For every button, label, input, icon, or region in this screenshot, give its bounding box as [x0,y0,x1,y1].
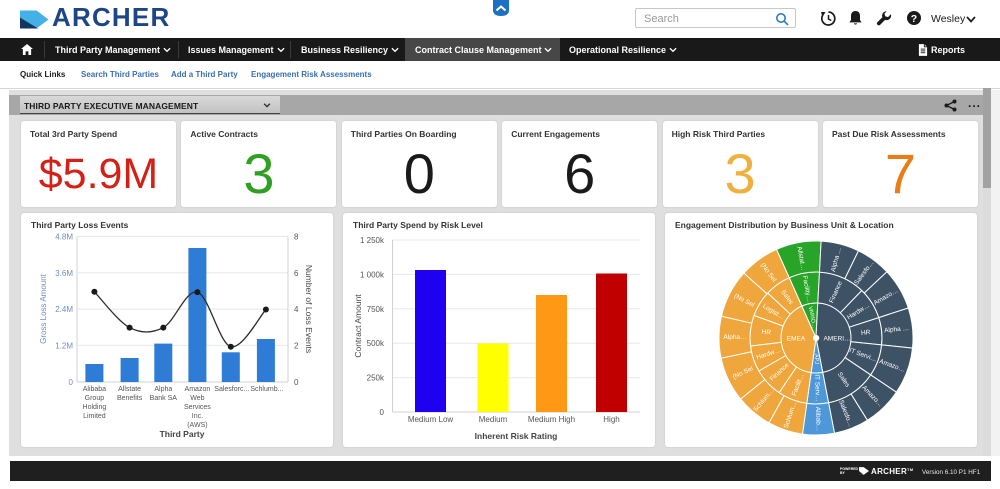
svg-text:IT Serv…: IT Serv… [813,374,821,402]
svg-text:Holding: Holding [83,404,107,411]
svg-text:0: 0 [294,378,299,387]
svg-text:Facility…: Facility… [801,275,813,303]
svg-text:Alibaba: Alibaba [83,386,106,393]
svg-text:Bank SA: Bank SA [150,395,178,402]
svg-text:HR: HR [761,329,771,337]
svg-text:2.4M: 2.4M [55,305,73,314]
svg-text:1.2M: 1.2M [55,341,73,350]
svg-text:Allstat…: Allstat… [795,246,806,271]
svg-text:APJ: APJ [813,354,819,364]
svg-text:Schlumb...: Schlumb... [250,386,283,393]
svg-text:Web: Web [190,395,204,402]
svg-text:(AWS): (AWS) [187,422,207,429]
svg-text:Alpha…: Alpha… [723,334,746,341]
svg-text:Number of Loss Events: Number of Loss Events [304,265,314,353]
svg-text:8: 8 [294,233,299,242]
svg-text:Allstate: Allstate [118,386,141,393]
svg-text:HR: HR [861,329,871,337]
svg-text:Alibab…: Alibab… [814,407,822,432]
svg-text:2: 2 [294,341,299,350]
svg-text:4.8M: 4.8M [55,233,73,242]
svg-text:0: 0 [69,378,74,387]
svg-text:Inc.: Inc. [192,413,203,420]
svg-text:Inherent Risk Rating: Inherent Risk Rating [475,431,558,441]
svg-text:Gross Loss Amount: Gross Loss Amount [39,273,48,344]
svg-text:Alpha: Alpha [154,386,172,393]
svg-text:Salesforc...: Salesforc... [214,386,249,393]
svg-text:500k: 500k [367,339,385,348]
svg-text:0: 0 [380,408,385,417]
svg-text:Third Party: Third Party [160,429,205,439]
svg-text:4: 4 [294,305,299,314]
svg-text:Group: Group [85,395,105,402]
svg-text:1 000k: 1 000k [360,270,385,279]
svg-text:750k: 750k [367,305,385,314]
svg-text:VARIO…: VARIO… [807,306,817,329]
svg-text:Contract Amount: Contract Amount [353,294,363,358]
svg-text:Amazon: Amazon [185,386,211,393]
svg-text:?: ? [911,13,917,25]
svg-text:Limited: Limited [83,413,106,420]
svg-text:Alpha …: Alpha … [884,325,910,335]
svg-text:Medium High: Medium High [528,415,575,424]
svg-text:Medium Low: Medium Low [408,415,454,424]
svg-text:6: 6 [294,269,299,278]
svg-text:Services: Services [184,404,211,411]
svg-text:EMEA: EMEA [787,336,806,343]
svg-text:1 250k: 1 250k [360,236,385,245]
svg-text:Medium: Medium [479,415,508,424]
svg-text:High: High [603,415,619,424]
svg-text:AMERI…: AMERI… [823,336,850,343]
svg-text:250k: 250k [367,374,385,383]
svg-text:3.6M: 3.6M [55,269,73,278]
svg-text:Benefits: Benefits [117,395,143,402]
